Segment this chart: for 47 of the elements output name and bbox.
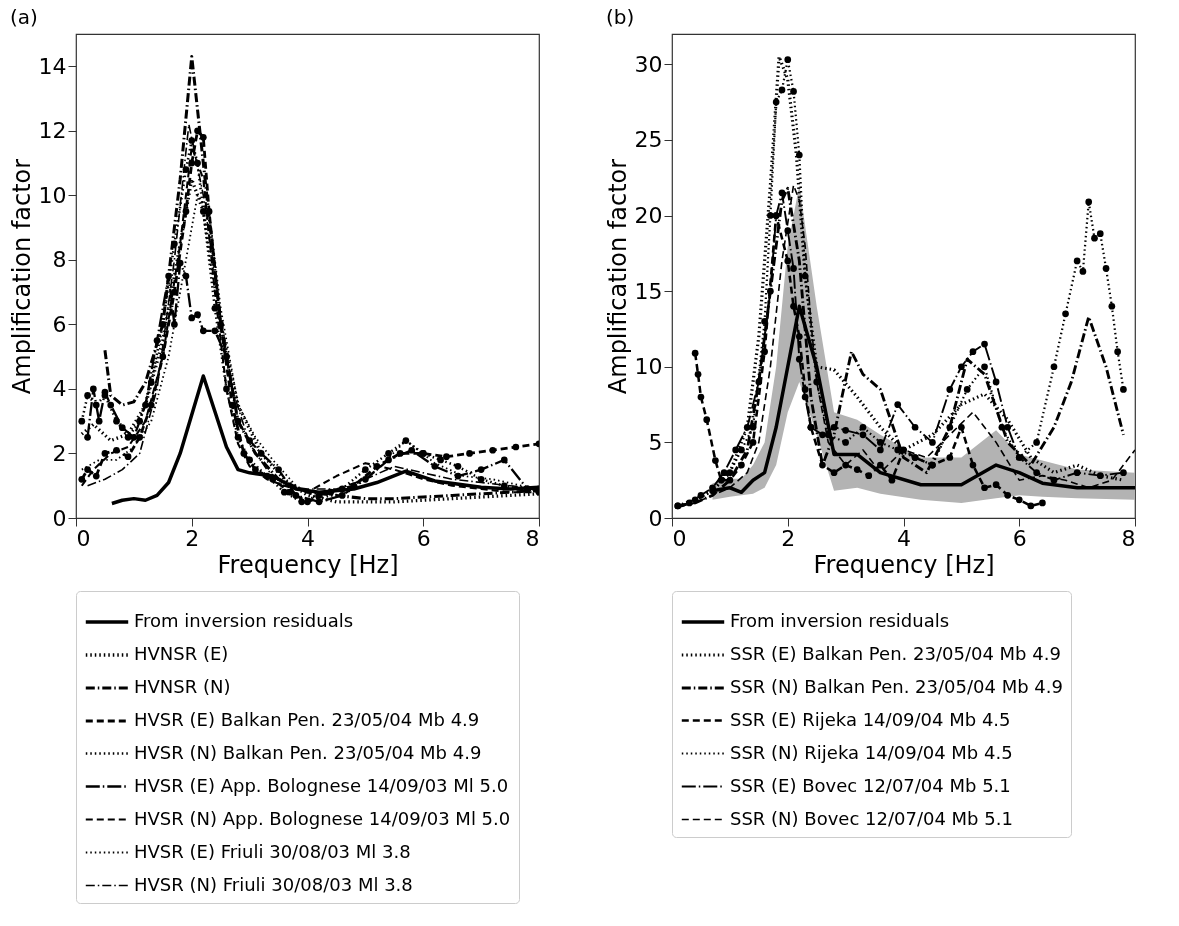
y-tick-label: 0: [52, 505, 67, 531]
legend-label: SSR (E) Bovec 12/07/04 Mb 5.1: [730, 774, 1011, 796]
legend-label: HVSR (E) Friuli 30/08/03 Ml 3.8: [134, 840, 411, 862]
legend-label: SSR (N) Bovec 12/07/04 Mb 5.1: [730, 807, 1013, 829]
y-tick-label: 12: [38, 118, 67, 144]
y-axis-title: Amplification factor: [603, 158, 632, 395]
x-tick-label: 6: [416, 525, 431, 551]
x-tick-label: 4: [897, 525, 911, 551]
y-tick-label: 30: [634, 51, 663, 77]
y-tick-label: 6: [52, 311, 67, 337]
x-tick-label: 2: [781, 525, 796, 551]
legend-label: HVSR (N) Balkan Pen. 23/05/04 Mb 4.9: [134, 741, 482, 763]
x-tick-label: 4: [301, 525, 315, 551]
y-tick-label: 10: [634, 354, 663, 380]
x-tick-label: 8: [525, 525, 540, 551]
legend-label: HVSR (E) Balkan Pen. 23/05/04 Mb 4.9: [134, 709, 480, 730]
legend-label: SSR (E) Rijeka 14/09/04 Mb 4.5: [730, 708, 1011, 730]
y-tick-label: 8: [52, 247, 67, 273]
legend-label: SSR (N) Rijeka 14/09/04 Mb 4.5: [730, 741, 1013, 763]
legend-label: SSR (E) Balkan Pen. 23/05/04 Mb 4.9: [730, 643, 1061, 664]
y-tick-label: 0: [648, 505, 663, 531]
y-axis-title: Amplification factor: [7, 158, 36, 395]
x-axis-title: Frequency [Hz]: [217, 550, 399, 579]
legend-label: HVNSR (E): [134, 643, 229, 664]
chart-title: (b): [606, 5, 635, 29]
legend-label: HVSR (N) App. Bolognese 14/09/03 Ml 5.0: [134, 807, 511, 829]
x-tick-label: 8: [1121, 525, 1136, 551]
legend-label: From inversion residuals: [134, 610, 354, 631]
legend-label: SSR (N) Balkan Pen. 23/05/04 Mb 4.9: [730, 676, 1063, 697]
legend-label: HVNSR (N): [134, 676, 231, 697]
x-tick-label: 2: [185, 525, 200, 551]
legend-label: From inversion residuals: [730, 610, 950, 631]
y-tick-label: 15: [634, 278, 663, 304]
y-tick-label: 10: [38, 182, 67, 208]
x-tick-label: 0: [672, 525, 687, 551]
chart-title: (a): [10, 5, 38, 29]
y-tick-label: 25: [634, 127, 663, 153]
x-axis-title: Frequency [Hz]: [813, 550, 995, 579]
y-tick-label: 4: [52, 376, 67, 402]
y-tick-label: 5: [648, 429, 663, 455]
x-tick-label: 6: [1012, 525, 1027, 551]
y-tick-label: 2: [52, 440, 67, 466]
y-tick-label: 14: [38, 53, 67, 79]
x-tick-label: 0: [76, 525, 91, 551]
y-tick-label: 20: [634, 203, 663, 228]
legend-label: HVSR (N) Friuli 30/08/03 Ml 3.8: [134, 873, 413, 895]
legend-label: HVSR (E) App. Bolognese 14/09/03 Ml 5.0: [134, 774, 509, 796]
